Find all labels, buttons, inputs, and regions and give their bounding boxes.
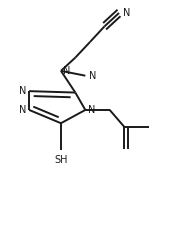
Text: N: N — [88, 105, 96, 115]
Text: N: N — [63, 66, 71, 76]
Text: N: N — [19, 86, 26, 96]
Text: SH: SH — [54, 154, 68, 164]
Text: N: N — [89, 71, 96, 81]
Text: N: N — [19, 105, 26, 115]
Text: N: N — [123, 8, 131, 18]
